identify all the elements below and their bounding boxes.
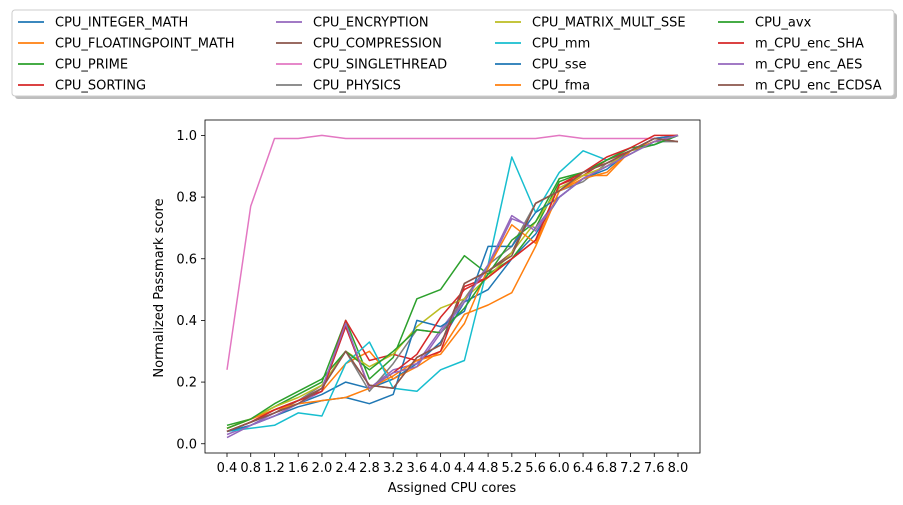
- x-tick-label: 4.4: [454, 461, 475, 476]
- legend-entry-label: CPU_PRIME: [55, 58, 128, 73]
- y-tick-label: 0.4: [176, 314, 197, 329]
- y-tick-label: 1.0: [176, 129, 197, 144]
- legend-entry-label: CPU_PHYSICS: [313, 79, 401, 94]
- series-line: [226, 134, 679, 439]
- series-line: [226, 134, 679, 429]
- series-line: [226, 134, 679, 427]
- legend-entry-label: m_CPU_enc_SHA: [755, 37, 864, 52]
- x-tick-label: 0.4: [217, 461, 238, 476]
- x-tick-label: 2.8: [359, 461, 380, 476]
- series-line: [226, 140, 678, 433]
- legend-entry-label: CPU_mm: [532, 37, 590, 52]
- series-line: [226, 137, 679, 433]
- x-tick-label: 4.8: [478, 461, 499, 476]
- legend-entry-label: CPU_MATRIX_MULT_SSE: [532, 16, 686, 31]
- x-tick-label: 5.6: [525, 461, 546, 476]
- legend-entry-label: CPU_fma: [532, 79, 590, 94]
- y-axis-label: Normalized Passmark score: [152, 198, 167, 377]
- y-tick-label: 0.6: [176, 252, 197, 267]
- legend-entry-label: CPU_ENCRYPTION: [313, 16, 429, 31]
- series-line: [226, 134, 679, 370]
- y-tick-label: 0.2: [176, 376, 197, 391]
- plot-frame: [204, 119, 701, 454]
- series-line: [226, 134, 679, 429]
- x-tick-label: 5.2: [501, 461, 522, 476]
- legend-entry-label: m_CPU_enc_AES: [755, 58, 862, 73]
- series-line: [226, 134, 678, 433]
- series-line: [226, 134, 679, 429]
- plot-area: 0.4 0.8 1.2 1.6 2.0 2.4 2.8 3.2 3.6 4.0 4.4 4.8 5.2 5…: [176, 119, 701, 476]
- legend-entry-label: CPU_sse: [532, 58, 586, 73]
- legend-entry-label: CPU_COMPRESSION: [313, 37, 442, 52]
- x-tick-label: 2.0: [312, 461, 333, 476]
- x-tick-label: 7.2: [620, 461, 641, 476]
- x-tick-label: 3.6: [407, 461, 428, 476]
- y-tick-label: 0.8: [176, 191, 197, 206]
- legend-entry-label: m_CPU_enc_ECDSA: [755, 79, 882, 94]
- x-tick-label: 6.4: [573, 461, 594, 476]
- y-tick-label: 0.0: [176, 437, 197, 452]
- legend-entry-label: CPU_SINGLETHREAD: [313, 58, 447, 73]
- series-line: [226, 134, 679, 436]
- legend-entry-label: CPU_avx: [755, 16, 812, 31]
- x-tick-label: 7.6: [644, 461, 665, 476]
- x-axis-label: Assigned CPU cores: [388, 481, 517, 496]
- series-line: [226, 134, 679, 433]
- legend-entry-label: CPU_INTEGER_MATH: [55, 16, 188, 31]
- x-tick-label: 1.6: [288, 461, 309, 476]
- x-tick-label: 4.0: [430, 461, 451, 476]
- series-line: [226, 134, 679, 433]
- x-tick-label: 6.0: [549, 461, 570, 476]
- legend-entry-label: CPU_SORTING: [55, 79, 146, 94]
- x-tick-label: 1.2: [264, 461, 285, 476]
- series-line: [226, 134, 679, 433]
- legend: CPU_INTEGER_MATH CPU_FLOATINGPOINT_MATH CP…: [11, 9, 897, 99]
- x-tick-label: 6.8: [596, 461, 617, 476]
- series-line: [226, 137, 679, 433]
- series-line: [226, 134, 679, 433]
- legend-entry-label: CPU_FLOATINGPOINT_MATH: [55, 37, 235, 52]
- x-tick-label: 0.8: [240, 461, 261, 476]
- x-tick-label: 2.4: [335, 461, 356, 476]
- legend-box: [11, 9, 895, 97]
- x-tick-label: 3.2: [383, 461, 404, 476]
- series-line: [226, 134, 679, 429]
- x-tick-label: 8.0: [668, 461, 689, 476]
